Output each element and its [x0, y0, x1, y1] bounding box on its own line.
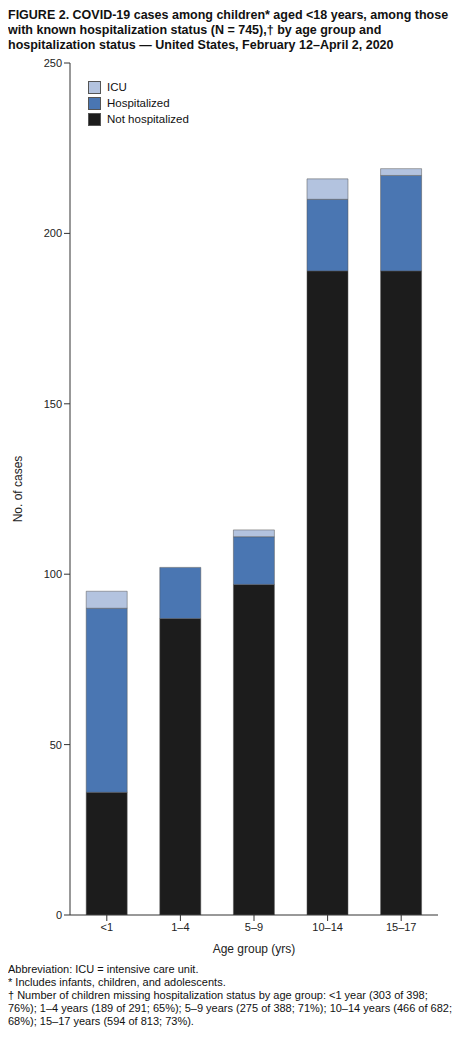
html-text:Not hospitalized: Not hospitalized: [107, 113, 189, 125]
html-text:ICU: ICU: [107, 81, 127, 93]
svg-text:0: 0: [56, 909, 62, 921]
html-text:FIGURE 2. COVID-19 cases among: FIGURE 2. COVID-19 cases among children*…: [8, 8, 449, 52]
svg-text:10–14: 10–14: [312, 921, 343, 933]
html-text:* Includes infants, children,: * Includes infants, children, and adoles…: [8, 976, 226, 988]
svg-text:200: 200: [44, 227, 62, 239]
html-text:Abbreviation: ICU = intensive: Abbreviation: ICU = intensive care unit.: [8, 963, 199, 975]
svg-text:15–17: 15–17: [386, 921, 417, 933]
html-text:Hospitalized: Hospitalized: [107, 97, 170, 109]
svg-text:5–9: 5–9: [245, 921, 263, 933]
svg-text:No. of cases: No. of cases: [11, 456, 25, 523]
svg-text:<1: <1: [101, 921, 114, 933]
svg-text:50: 50: [50, 739, 62, 751]
svg-text:Age group (yrs): Age group (yrs): [213, 942, 296, 956]
svg-text:1–4: 1–4: [171, 921, 189, 933]
svg-text:150: 150: [44, 398, 62, 410]
svg-text:250: 250: [44, 57, 62, 69]
svg-text:100: 100: [44, 568, 62, 580]
html-text:† Number of children missing h: † Number of children missing hospitaliza…: [8, 989, 452, 1027]
